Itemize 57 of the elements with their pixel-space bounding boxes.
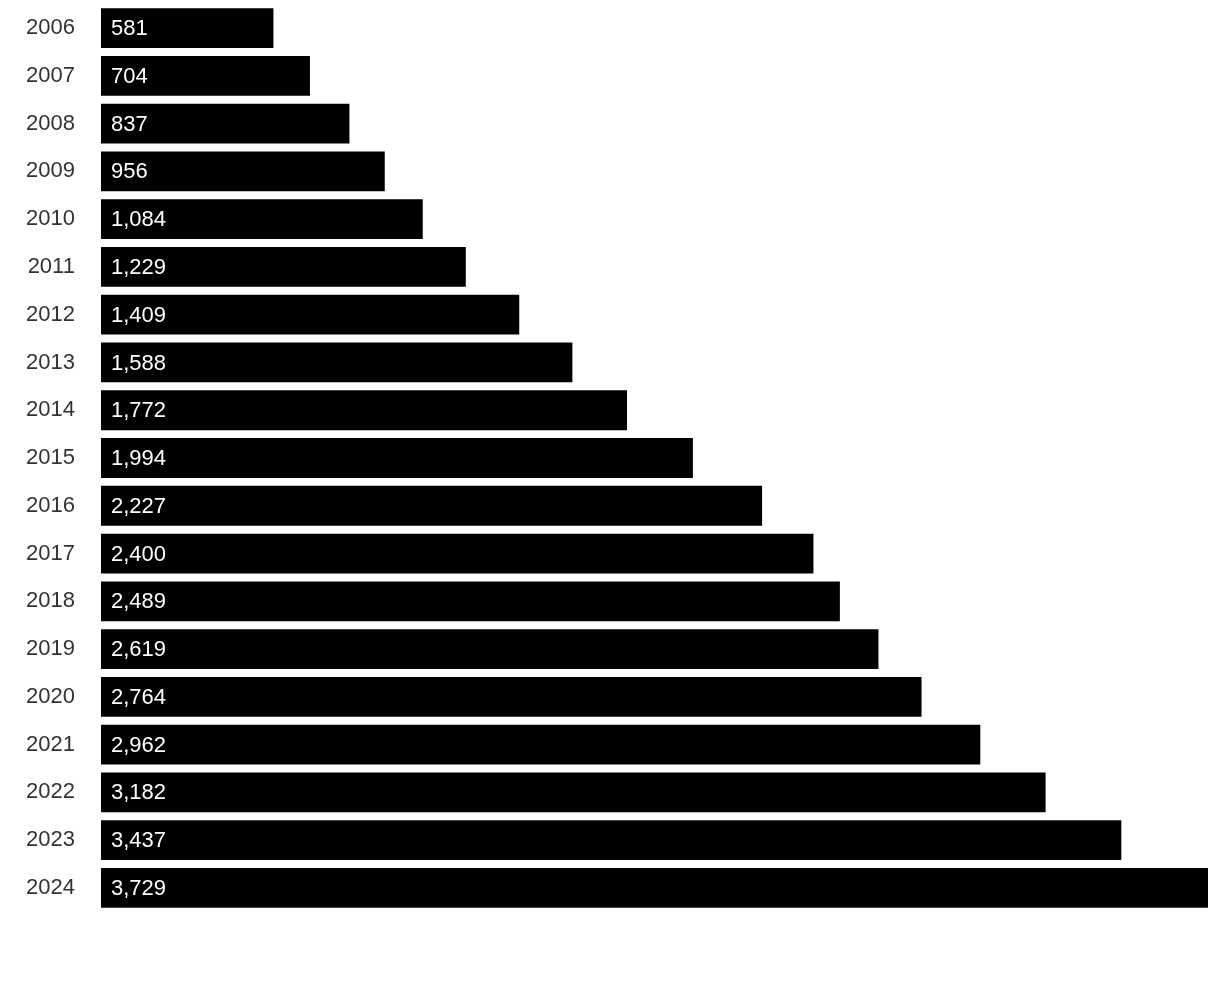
- bar: [100, 724, 981, 765]
- y-tick-label: 2008: [25, 109, 75, 135]
- data-label: 1,409: [110, 301, 166, 327]
- data-label: 2,764: [110, 683, 166, 709]
- y-tick-label: 2011: [27, 252, 75, 278]
- data-label: 956: [110, 158, 148, 184]
- data-label: 2,400: [110, 540, 166, 566]
- y-tick-label: 2006: [25, 14, 75, 40]
- bar: [100, 676, 922, 717]
- y-tick-label: 2012: [25, 300, 75, 326]
- bar: [100, 247, 466, 287]
- y-tick-label: 2015: [25, 444, 75, 470]
- y-tick-label: 2017: [25, 539, 75, 565]
- data-label: 3,729: [110, 874, 166, 900]
- bar: [100, 342, 573, 383]
- bar: [100, 772, 1046, 813]
- data-label: 581: [110, 15, 148, 41]
- bar: [100, 294, 520, 335]
- data-label: 3,182: [110, 779, 166, 805]
- bar: [100, 438, 693, 478]
- data-label: 1,588: [110, 349, 166, 375]
- bar: [100, 629, 879, 669]
- y-tick-label: 2013: [25, 348, 75, 374]
- data-label: 2,962: [110, 731, 166, 757]
- data-label: 2,489: [110, 588, 166, 614]
- data-label: 2,619: [110, 636, 166, 662]
- y-tick-label: 2018: [25, 587, 75, 613]
- bar: [100, 868, 1208, 908]
- y-tick-label: 2014: [25, 396, 75, 422]
- y-tick-label: 2023: [25, 826, 75, 852]
- data-label: 1,994: [110, 445, 166, 471]
- y-tick-label: 2016: [25, 491, 75, 517]
- bar: [100, 820, 1122, 861]
- data-label: 704: [110, 62, 148, 88]
- bar: [100, 581, 840, 622]
- y-tick-label: 2010: [25, 205, 75, 231]
- y-tick-label: 2022: [25, 778, 75, 804]
- y-tick-label: 2020: [25, 682, 75, 708]
- data-label: 3,437: [110, 827, 166, 853]
- bar: [100, 151, 385, 192]
- bar: [100, 485, 763, 526]
- bar: [100, 55, 310, 96]
- data-label: 2,227: [110, 492, 166, 518]
- data-label: 837: [110, 110, 148, 136]
- data-label: 1,772: [110, 397, 166, 423]
- y-tick-label: 2021: [25, 730, 75, 756]
- bar: [100, 390, 628, 431]
- bar: [100, 8, 274, 48]
- bar: [100, 199, 423, 240]
- y-tick-label: 2024: [25, 873, 75, 899]
- bar: [100, 533, 814, 574]
- bar: [100, 103, 350, 144]
- data-label: 1,084: [110, 206, 166, 232]
- y-tick-label: 2007: [25, 61, 75, 87]
- data-label: 1,229: [110, 253, 166, 279]
- y-tick-label: 2009: [25, 157, 75, 183]
- y-tick-label: 2019: [25, 635, 75, 661]
